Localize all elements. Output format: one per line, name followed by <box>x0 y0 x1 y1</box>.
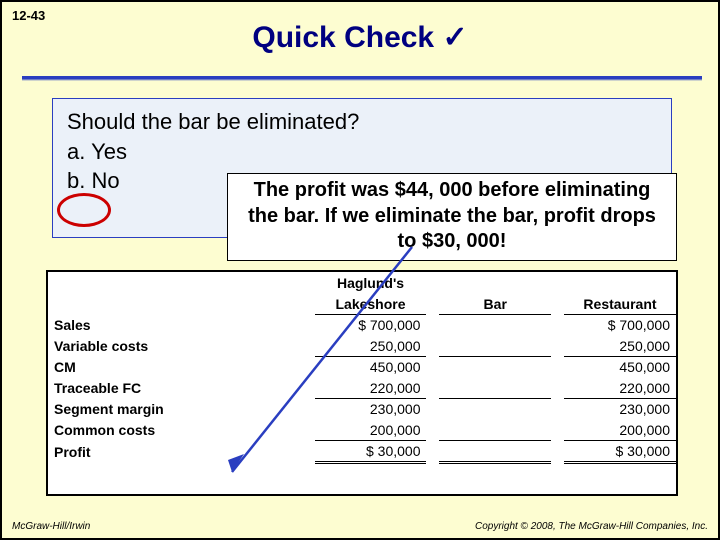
header-restaurant: Restaurant <box>564 293 676 314</box>
cell-bar <box>439 377 551 398</box>
title-text: Quick Check <box>252 21 434 54</box>
cell-bar <box>439 398 551 419</box>
row-label: CM <box>48 356 251 377</box>
row-label: Profit <box>48 440 251 462</box>
cell-rest: 200,000 <box>564 419 676 440</box>
cell-bar <box>439 314 551 335</box>
cell-total: 230,000 <box>315 398 427 419</box>
table-row: Variable costs 250,000 250,000 <box>48 335 676 356</box>
page-title: Quick Check ✓ <box>2 2 718 55</box>
table-row: CM 450,000 450,000 <box>48 356 676 377</box>
cell-total: 220,000 <box>315 377 427 398</box>
row-label: Variable costs <box>48 335 251 356</box>
header-bar: Bar <box>439 293 551 314</box>
footer-publisher: McGraw-Hill/Irwin <box>12 521 90 532</box>
header-company-1: Haglund's <box>315 272 427 293</box>
table-row: Sales $ 700,000 $ 700,000 <box>48 314 676 335</box>
table-header-2: Lakeshore Bar Restaurant <box>48 293 676 314</box>
financial-table: Haglund's Lakeshore Bar Restaurant Sales… <box>46 270 678 496</box>
option-a: a. Yes <box>67 137 657 167</box>
cell-bar <box>439 335 551 356</box>
slide-number: 12-43 <box>12 8 45 23</box>
cell-rest: $ 30,000 <box>564 440 676 462</box>
cell-total: 200,000 <box>315 419 427 440</box>
cell-rest: $ 700,000 <box>564 314 676 335</box>
segment-income-table: Haglund's Lakeshore Bar Restaurant Sales… <box>48 272 676 464</box>
cell-bar <box>439 356 551 377</box>
cell-rest: 450,000 <box>564 356 676 377</box>
row-label: Traceable FC <box>48 377 251 398</box>
row-label: Sales <box>48 314 251 335</box>
question-prompt: Should the bar be eliminated? <box>67 107 657 137</box>
table-row: Profit $ 30,000 $ 30,000 <box>48 440 676 462</box>
cell-rest: 230,000 <box>564 398 676 419</box>
table-header-1: Haglund's <box>48 272 676 293</box>
cell-bar <box>439 419 551 440</box>
row-label: Common costs <box>48 419 251 440</box>
cell-total: 250,000 <box>315 335 427 356</box>
footer-copyright: Copyright © 2008, The McGraw-Hill Compan… <box>475 521 708 532</box>
cell-total: $ 30,000 <box>315 440 427 462</box>
check-icon: ✓ <box>442 21 467 54</box>
row-label: Segment margin <box>48 398 251 419</box>
correct-answer-circle <box>57 193 111 227</box>
cell-rest: 220,000 <box>564 377 676 398</box>
cell-total: 450,000 <box>315 356 427 377</box>
cell-rest: 250,000 <box>564 335 676 356</box>
header-company-2: Lakeshore <box>315 293 427 314</box>
cell-bar <box>439 440 551 462</box>
title-underline <box>22 76 702 81</box>
table-row: Traceable FC 220,000 220,000 <box>48 377 676 398</box>
cell-total: $ 700,000 <box>315 314 427 335</box>
table-row: Segment margin 230,000 230,000 <box>48 398 676 419</box>
explanation-box: The profit was $44, 000 before eliminati… <box>227 173 677 261</box>
table-row: Common costs 200,000 200,000 <box>48 419 676 440</box>
